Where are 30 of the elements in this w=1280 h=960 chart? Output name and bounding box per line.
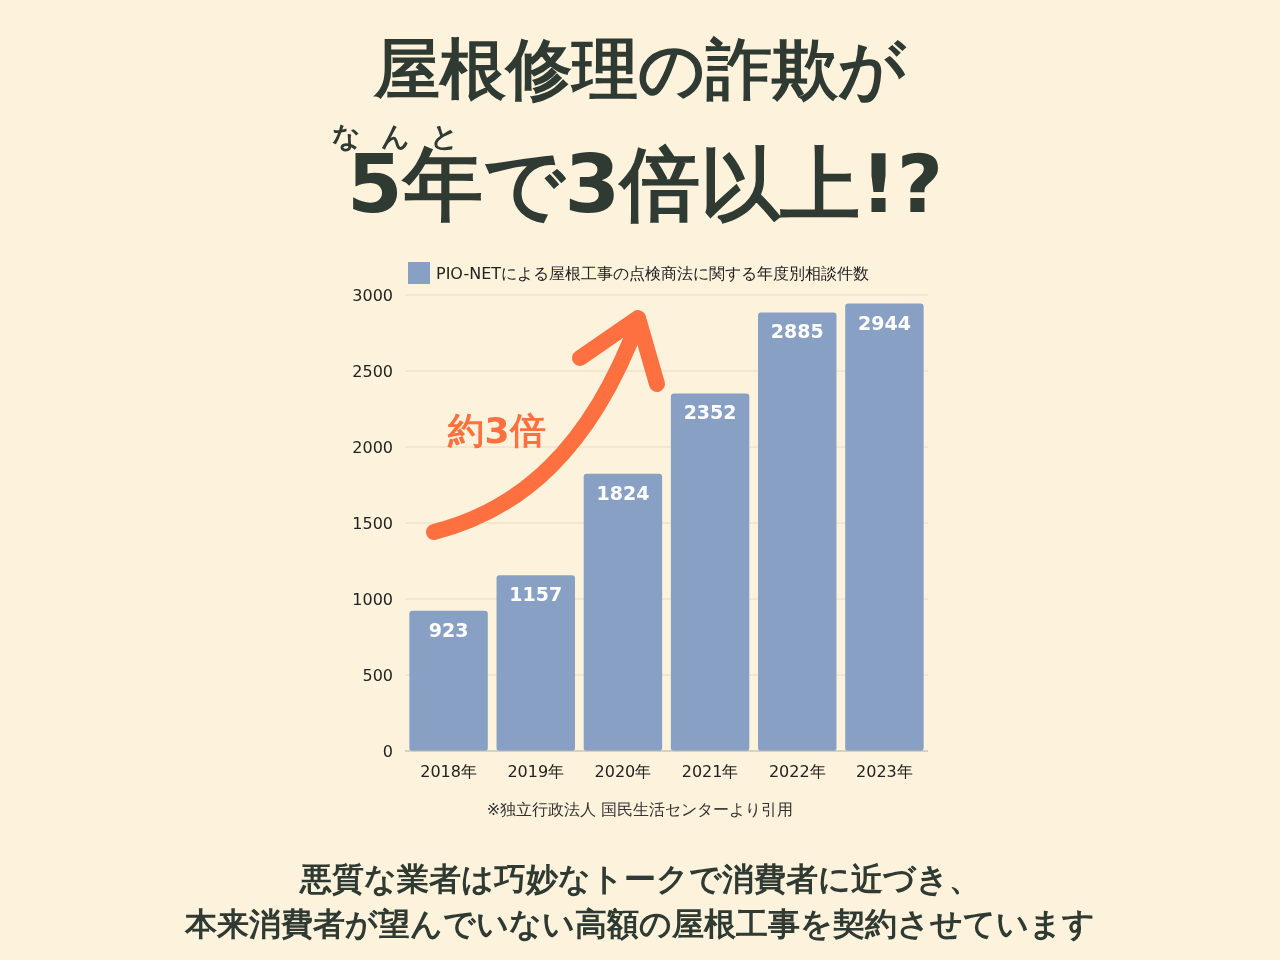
x-tick-label: 2019年 [507, 762, 565, 781]
x-tick-label: 2018年 [420, 762, 477, 781]
data-label: 1157 [509, 583, 563, 606]
x-tick-label: 2022年 [768, 762, 826, 781]
data-label: 1824 [596, 481, 650, 504]
annotation: 約3倍 [447, 410, 546, 451]
y-tick-label: 0 [382, 742, 393, 761]
y-tick-label: 3000 [352, 286, 393, 305]
y-tick-label: 1500 [352, 514, 393, 533]
data-label: 923 [428, 618, 469, 641]
text: ※独立行政法人 国民生活センターより引用 [486, 800, 794, 819]
x-tick-label: 2020年 [594, 762, 652, 781]
bar [496, 575, 575, 751]
bar [845, 303, 924, 751]
legend-label: PIO-NETによる屋根工事の点検商法に関する年度別相談件数 [436, 264, 870, 283]
text: 悪質な業者は巧妙なトークで消費者に近づき、 [298, 860, 981, 898]
y-tick-label: 2000 [352, 438, 393, 457]
y-tick-label: 1000 [352, 590, 393, 609]
bar [758, 312, 837, 751]
x-tick-label: 2021年 [681, 762, 739, 781]
x-tick-label: 2023年 [856, 762, 913, 781]
text: 本来消費者が望んでいない高額の屋根工事を契約させています [184, 905, 1095, 943]
y-tick-label: 500 [362, 666, 393, 685]
data-label: 2885 [770, 320, 824, 343]
bar [409, 610, 488, 751]
y-tick-label: 2500 [352, 362, 393, 381]
bar [670, 393, 750, 751]
chart-title: 屋根修理の詐欺が [373, 31, 907, 108]
data-label: 2352 [683, 401, 737, 424]
data-label: 2944 [857, 311, 911, 334]
